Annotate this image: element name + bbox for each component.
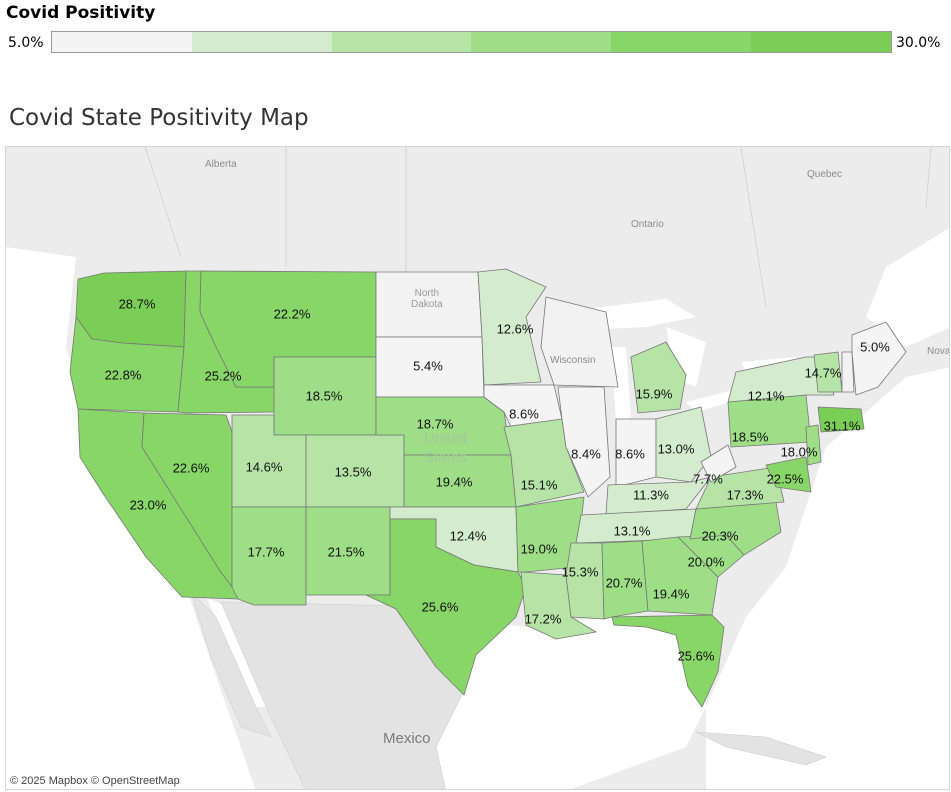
map-canvas[interactable] bbox=[6, 147, 950, 790]
place-label-wisconsin: Wisconsin bbox=[550, 355, 596, 366]
state-mn[interactable] bbox=[477, 268, 547, 386]
state-wi[interactable] bbox=[540, 296, 619, 388]
state-me[interactable] bbox=[851, 321, 907, 396]
canada-province-borders bbox=[144, 147, 932, 308]
legend-step bbox=[471, 32, 612, 52]
state-ar[interactable] bbox=[515, 496, 585, 573]
legend-title: Covid Positivity bbox=[6, 3, 156, 23]
legend-step bbox=[751, 32, 891, 52]
state-wv[interactable] bbox=[700, 444, 737, 483]
place-label-quebec: Quebec bbox=[807, 169, 843, 180]
hudson-bay-water bbox=[866, 228, 949, 347]
state-az[interactable] bbox=[231, 506, 307, 606]
state-vt[interactable] bbox=[813, 351, 843, 393]
state-ny[interactable] bbox=[727, 356, 835, 403]
state-ky[interactable] bbox=[605, 476, 712, 516]
state-al[interactable] bbox=[601, 540, 649, 620]
place-label-united-states: United States bbox=[424, 430, 468, 466]
state-sd[interactable] bbox=[375, 336, 485, 398]
atlantic-ocean bbox=[706, 367, 949, 789]
baja-california-land bbox=[190, 591, 272, 738]
legend-step bbox=[611, 32, 752, 52]
legend-color-bar bbox=[51, 31, 892, 53]
states-layer bbox=[69, 268, 907, 708]
state-il[interactable] bbox=[557, 386, 611, 498]
map-attribution[interactable]: © 2025 Mapbox © OpenStreetMap bbox=[10, 775, 180, 787]
state-ms[interactable] bbox=[565, 542, 605, 620]
cuba-land bbox=[695, 731, 827, 766]
legend-step bbox=[52, 32, 192, 52]
state-tx[interactable] bbox=[365, 518, 527, 696]
map-panel[interactable]: Alberta Ontario Quebec Wisconsin Nova No… bbox=[5, 146, 950, 790]
legend-min-label: 5.0% bbox=[8, 35, 44, 51]
state-nj[interactable] bbox=[805, 424, 822, 466]
state-oh[interactable] bbox=[655, 406, 712, 483]
legend-max-label: 30.0% bbox=[896, 35, 941, 51]
state-wa[interactable] bbox=[75, 270, 187, 348]
state-nh[interactable] bbox=[841, 351, 855, 393]
state-in[interactable] bbox=[615, 418, 657, 488]
place-label-ontario: Ontario bbox=[631, 219, 664, 230]
lake-michigan bbox=[611, 347, 631, 422]
legend-step bbox=[191, 32, 332, 52]
lake-superior bbox=[586, 299, 696, 329]
state-pa[interactable] bbox=[727, 394, 812, 448]
state-ga[interactable] bbox=[641, 536, 719, 616]
state-ma[interactable] bbox=[817, 406, 865, 433]
state-mi[interactable] bbox=[630, 341, 687, 414]
place-label-alberta: Alberta bbox=[205, 159, 237, 170]
state-co[interactable] bbox=[305, 434, 405, 508]
legend-step bbox=[331, 32, 472, 52]
place-label-north-dakota: North Dakota bbox=[411, 288, 443, 310]
state-fl[interactable] bbox=[611, 614, 725, 708]
state-nm[interactable] bbox=[305, 506, 391, 596]
state-wy[interactable] bbox=[273, 356, 377, 436]
map-title: Covid State Positivity Map bbox=[9, 105, 309, 131]
place-label-mexico: Mexico bbox=[383, 730, 431, 747]
place-label-nova: Nova bbox=[927, 346, 950, 357]
gulf-of-mexico bbox=[436, 617, 706, 789]
state-md[interactable] bbox=[765, 456, 812, 493]
